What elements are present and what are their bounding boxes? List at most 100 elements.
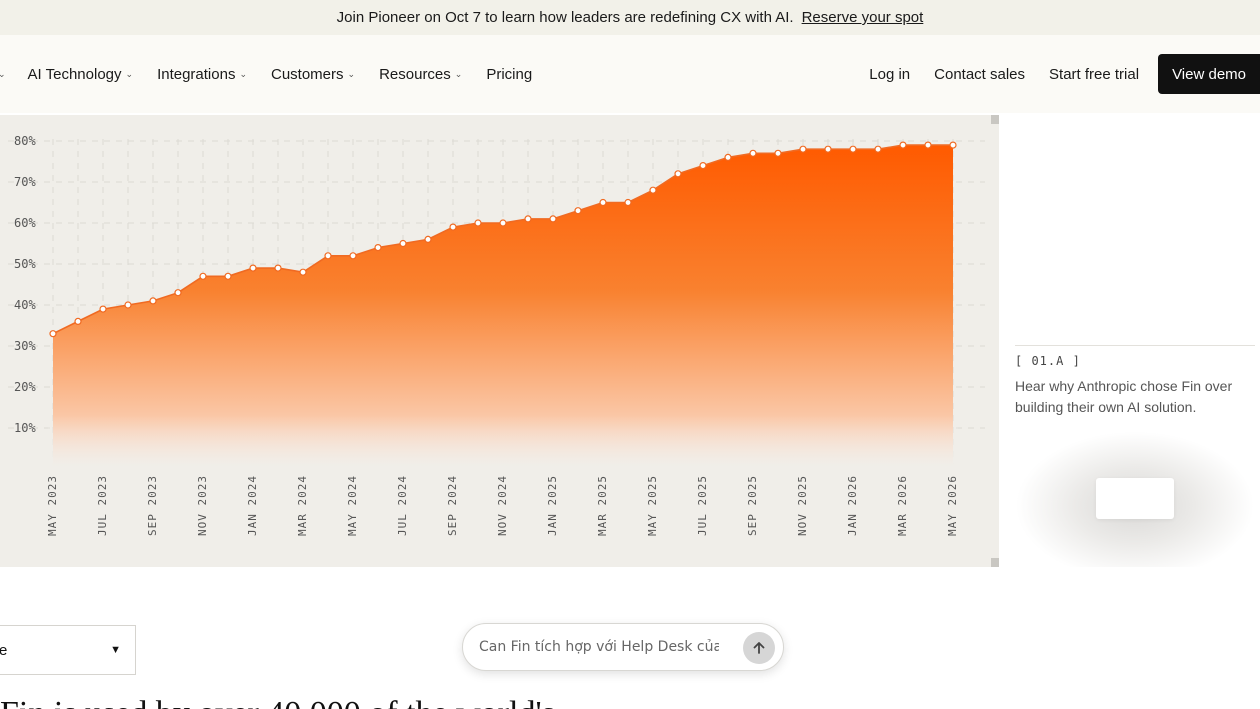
data-point	[849, 145, 857, 153]
x-tick-label: NOV 2023	[196, 475, 209, 536]
x-tick-label: MAR 2025	[596, 475, 609, 536]
video-play-button[interactable]	[1096, 478, 1174, 519]
data-point	[799, 145, 807, 153]
chevron-down-icon: ⌄	[239, 68, 247, 79]
x-tick-label: JUL 2024	[396, 475, 409, 536]
x-tick-label: SEP 2024	[446, 475, 459, 536]
chart-area-fade	[48, 415, 958, 467]
data-point	[199, 272, 207, 280]
y-tick-label: 80%	[14, 134, 36, 148]
y-axis-labels: 10% 20% 30% 40% 50% 60% 70% 80%	[14, 134, 36, 435]
data-point	[774, 149, 782, 157]
y-tick-label: 10%	[14, 421, 36, 435]
x-tick-label: JAN 2025	[546, 475, 559, 536]
chart-panel: 10% 20% 30% 40% 50% 60% 70% 80% MAY 2023 JUL 202…	[0, 115, 999, 567]
banner-text: Join Pioneer on Oct 7 to learn how leade…	[336, 9, 794, 26]
data-point	[449, 223, 457, 231]
data-point	[324, 252, 332, 260]
x-tick-label: MAR 2024	[296, 475, 309, 536]
x-tick-label: SEP 2025	[746, 475, 759, 536]
data-point	[424, 235, 432, 244]
data-point	[299, 268, 307, 276]
data-point	[174, 289, 182, 297]
chevron-down-icon: ⌄	[0, 68, 6, 79]
data-point	[74, 317, 82, 325]
nav-item-integrations[interactable]: Integrations ⌄	[157, 66, 247, 83]
chart-points	[49, 141, 957, 338]
y-tick-label: 20%	[14, 380, 36, 394]
data-point	[524, 215, 532, 223]
data-point	[599, 198, 607, 207]
data-point	[49, 330, 57, 338]
video-thumbnail[interactable]	[1015, 431, 1255, 567]
x-tick-label: JUL 2023	[96, 475, 109, 536]
nav-item-label: Customers	[271, 65, 344, 83]
data-point	[399, 239, 407, 248]
x-tick-label: JAN 2026	[846, 475, 859, 536]
nav-item-resources[interactable]: Resources ⌄	[379, 66, 462, 83]
nav-actions: Log in Contact sales Start free trial Vi…	[869, 35, 1260, 113]
resolution-rate-chart: 10% 20% 30% 40% 50% 60% 70% 80% MAY 2023 JUL 202…	[8, 134, 985, 536]
data-point	[224, 272, 232, 280]
data-point	[949, 141, 957, 149]
nav-item-pricing[interactable]: Pricing	[486, 66, 532, 83]
ask-fin-bar	[462, 623, 784, 671]
data-point	[374, 244, 382, 252]
nav-item-ai-technology[interactable]: AI Technology ⌄	[28, 66, 134, 83]
nav-item-customers[interactable]: Customers ⌄	[271, 66, 355, 83]
side-caption: [ 01.A ] Hear why Anthropic chose Fin ov…	[1015, 345, 1255, 418]
data-point	[824, 145, 832, 153]
x-tick-label: MAY 2024	[346, 475, 359, 536]
scrollbar-arrow-down[interactable]	[991, 558, 999, 567]
ask-fin-input[interactable]	[479, 639, 719, 655]
login-link[interactable]: Log in	[869, 65, 911, 83]
y-tick-label: 70%	[14, 175, 36, 189]
chevron-down-icon: ⌄	[125, 68, 134, 79]
data-point	[124, 301, 132, 309]
announcement-banner: Join Pioneer on Oct 7 to learn how leade…	[0, 0, 1260, 35]
contact-sales-link[interactable]: Contact sales	[934, 65, 1026, 83]
start-free-trial-link[interactable]: Start free trial	[1049, 65, 1140, 83]
data-point	[499, 219, 507, 227]
y-tick-label: 40%	[14, 298, 36, 312]
scrollbar-arrow-up[interactable]	[991, 115, 999, 124]
data-point	[699, 161, 707, 170]
x-tick-label: JAN 2024	[246, 475, 259, 536]
data-point	[649, 186, 657, 194]
nav-item-label: Resources	[379, 65, 451, 83]
view-demo-button[interactable]: View demo	[1158, 54, 1260, 94]
data-point	[624, 198, 632, 207]
data-point	[474, 219, 482, 227]
data-point	[674, 170, 682, 178]
data-point	[274, 264, 282, 272]
filter-select[interactable]: e ▼	[0, 625, 136, 675]
section-heading: Fin is used by over 40,000 of the world'…	[0, 694, 700, 709]
reserve-spot-link[interactable]: Reserve your spot	[801, 9, 924, 26]
nav-item-cut-off[interactable]: ⌄	[0, 69, 6, 80]
chevron-down-icon: ⌄	[454, 68, 463, 79]
x-tick-label: NOV 2025	[796, 475, 809, 536]
send-button[interactable]	[743, 632, 775, 664]
data-point	[349, 252, 357, 260]
data-point	[749, 149, 757, 157]
top-navigation: ⌄ AI Technology ⌄ Integrations ⌄ Custome…	[0, 35, 1260, 113]
data-point	[924, 141, 932, 149]
nav-item-label: Integrations	[157, 65, 236, 83]
select-value: e	[0, 641, 8, 659]
data-point	[149, 297, 157, 305]
data-point	[899, 141, 907, 149]
x-tick-label: NOV 2024	[496, 475, 509, 536]
caret-down-icon: ▼	[110, 644, 121, 656]
chart-area	[53, 145, 953, 467]
y-tick-label: 30%	[14, 339, 36, 353]
data-point	[874, 145, 882, 153]
x-tick-label: SEP 2023	[146, 475, 159, 536]
nav-item-label: AI Technology	[27, 65, 122, 83]
chart-scrollbar[interactable]	[991, 115, 999, 567]
x-tick-label: JUL 2025	[696, 475, 709, 536]
x-tick-label: MAR 2026	[896, 475, 909, 536]
data-point	[724, 153, 732, 162]
y-tick-label: 60%	[14, 216, 36, 230]
data-point	[549, 215, 557, 223]
chevron-down-icon: ⌄	[347, 68, 356, 79]
